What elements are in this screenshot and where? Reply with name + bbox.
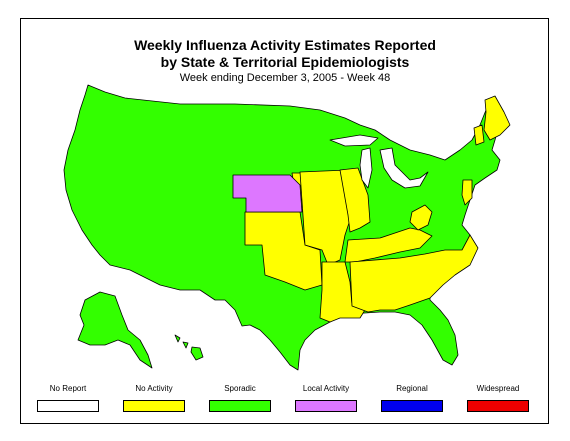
map-title-line-2: by State & Territorial Epidemiologists [160, 54, 410, 70]
lake-michigan [359, 147, 373, 189]
legend-label: Local Activity [302, 384, 350, 393]
legend-item-no-activity: No Activity [114, 383, 194, 412]
state-west-virginia [409, 204, 433, 231]
legend-swatch [467, 400, 529, 412]
lake-superior [329, 134, 379, 147]
map-title-line-1: Weekly Influenza Activity Estimates Repo… [134, 37, 436, 53]
legend-label: Widespread [476, 384, 520, 393]
state-new-jersey [461, 179, 473, 206]
lake-huron-erie [379, 147, 429, 189]
legend-label: Sporadic [224, 384, 256, 393]
state-nebraska [232, 174, 303, 213]
legend-item-widespread: Widespread [458, 383, 538, 412]
state-maine [483, 95, 511, 141]
legend-item-regional: Regional [372, 383, 452, 412]
legend-item-sporadic: Sporadic [200, 383, 280, 412]
legend-label: No Report [49, 384, 87, 393]
legend-label: Regional [396, 384, 428, 393]
state-kansas-oklahoma [244, 211, 323, 291]
legend-item-no-report: No Report [28, 383, 108, 412]
legend-swatch [295, 400, 357, 412]
state-alaska [77, 291, 153, 369]
state-illinois [339, 167, 371, 233]
legend-swatch [123, 400, 185, 412]
legend-swatch [209, 400, 271, 412]
state-vermont [473, 124, 485, 146]
state-hawaii [174, 334, 204, 361]
legend-item-local-activity: Local Activity [286, 383, 366, 412]
legend-swatch [381, 400, 443, 412]
legend-swatch [37, 400, 99, 412]
state-southeast [349, 234, 479, 313]
legend-label: No Activity [135, 384, 173, 393]
map-subtitle: Week ending December 3, 2005 - Week 48 [179, 72, 391, 84]
